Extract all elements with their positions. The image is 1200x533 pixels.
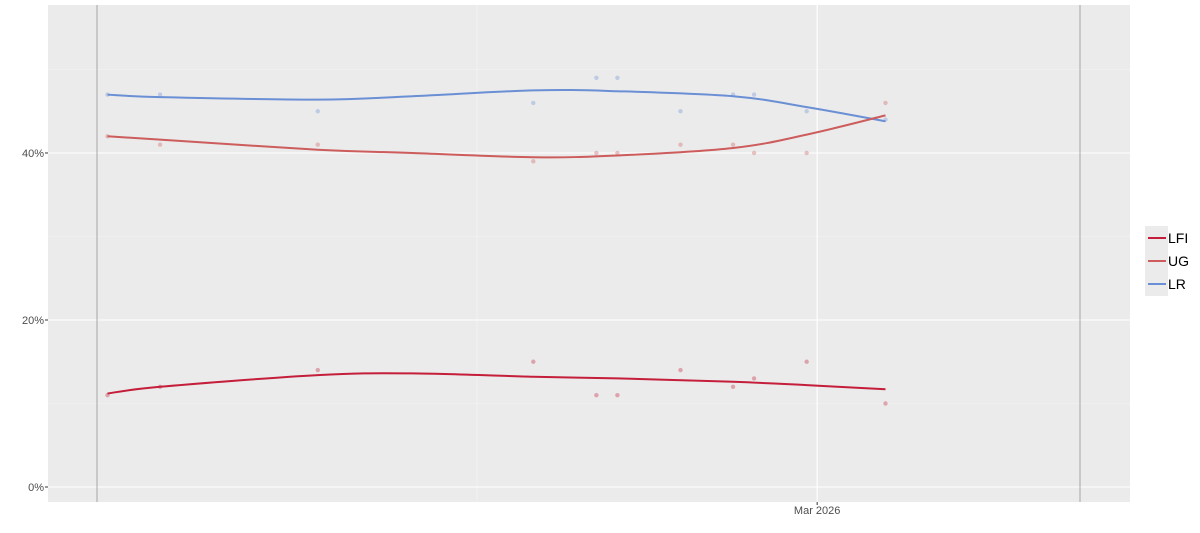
data-point-lr xyxy=(315,109,320,114)
data-point-ug xyxy=(615,150,620,156)
major-gridlines xyxy=(48,5,1130,502)
data-point-lfi xyxy=(730,384,736,389)
legend-label-lfi: LFI xyxy=(1168,230,1188,246)
data-point-lfi xyxy=(804,359,809,364)
data-point-ug xyxy=(315,142,320,147)
data-point-ug xyxy=(678,142,683,147)
trend-line-lr xyxy=(107,88,886,123)
trend-line-ug xyxy=(107,114,886,159)
data-point-ug xyxy=(105,134,110,139)
data-point-lfi xyxy=(883,401,888,406)
data-point-ug xyxy=(531,159,536,164)
data-point-ug xyxy=(804,150,809,156)
data-point-ug xyxy=(730,142,736,147)
data-point-lfi xyxy=(615,392,620,398)
data-point-lfi xyxy=(315,367,320,373)
data-point-lfi xyxy=(105,392,110,398)
data-point-lr xyxy=(678,109,683,114)
data-point-lfi xyxy=(157,384,163,389)
data-point-lr xyxy=(615,75,620,81)
data-point-ug xyxy=(883,100,888,106)
y-tick-label: 40% xyxy=(22,148,44,160)
legend: LFI UG LR xyxy=(1145,226,1189,296)
minor-gridlines xyxy=(48,5,1130,502)
data-point-lr xyxy=(594,75,599,81)
data-point-lfi xyxy=(531,359,536,364)
y-tick-label: 20% xyxy=(22,315,44,327)
y-tick-label: 0% xyxy=(28,482,44,494)
data-point-lr xyxy=(804,109,809,114)
data-point-lr xyxy=(157,92,163,97)
legend-label-ug: UG xyxy=(1168,253,1189,269)
data-point-lfi xyxy=(751,376,757,381)
data-point-lfi xyxy=(594,392,599,398)
reference-lines xyxy=(96,5,1081,502)
x-axis: Mar 2026 xyxy=(794,502,840,517)
legend-label-lr: LR xyxy=(1168,276,1186,292)
trend-line-lfi xyxy=(107,372,886,395)
plot-panel xyxy=(48,5,1130,502)
data-point-lr xyxy=(105,92,110,97)
data-point-lr xyxy=(730,92,736,97)
data-point-lr xyxy=(883,117,888,122)
trend-lines xyxy=(107,88,886,395)
x-tick-label: Mar 2026 xyxy=(794,505,840,517)
data-point-ug xyxy=(157,142,163,147)
data-point-ug xyxy=(594,150,599,156)
data-point-lr xyxy=(531,100,536,106)
data-points xyxy=(105,75,888,406)
data-point-lr xyxy=(751,92,757,97)
data-point-ug xyxy=(751,150,757,156)
data-point-lfi xyxy=(678,367,683,373)
y-axis: 0% 20% 40% xyxy=(22,148,48,494)
